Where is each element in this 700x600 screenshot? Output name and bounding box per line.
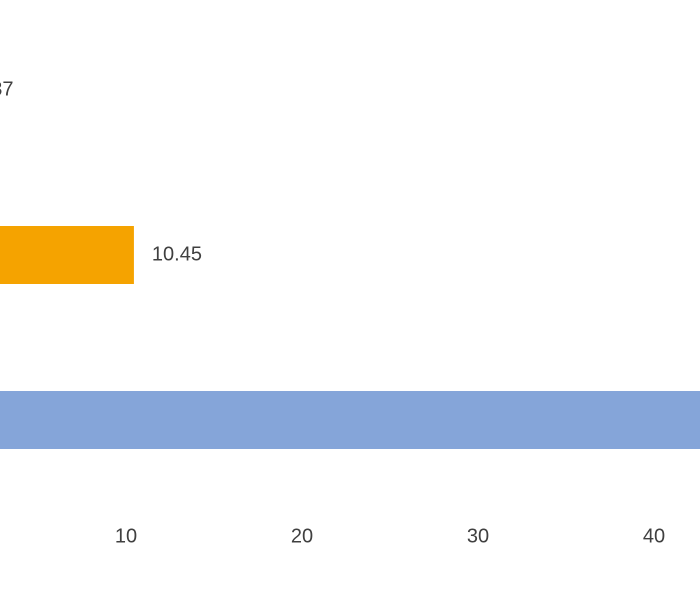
x-tick-label: 40 — [643, 525, 665, 547]
value-label: 10.45 — [152, 243, 202, 265]
bar — [0, 226, 134, 284]
value-label: 0.37 — [0, 78, 13, 100]
bar — [0, 391, 700, 449]
x-tick-label: 30 — [467, 525, 489, 547]
x-tick-label: 20 — [291, 525, 313, 547]
x-tick-label: 10 — [115, 525, 137, 547]
